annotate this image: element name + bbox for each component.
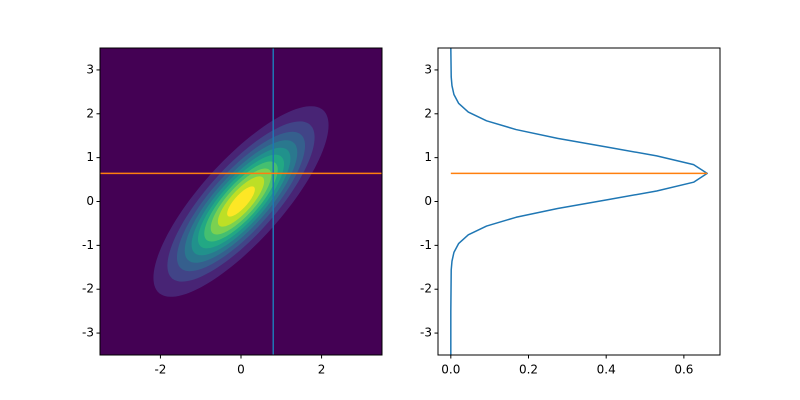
- y-tick-label: 2: [424, 106, 432, 120]
- y-tick-label: -1: [82, 238, 94, 252]
- y-tick-label: 1: [424, 150, 432, 164]
- x-tick-label: 0.0: [441, 363, 460, 377]
- y-tick-label: 2: [86, 106, 94, 120]
- x-tick-label: 2: [318, 363, 326, 377]
- x-tick-label: 0.2: [519, 363, 538, 377]
- y-tick-label: -3: [82, 326, 94, 340]
- contour-band: [227, 186, 255, 217]
- y-tick-label: -2: [420, 282, 432, 296]
- y-tick-label: 0: [424, 194, 432, 208]
- plot-area: [100, 48, 382, 355]
- x-tick-label: 0: [237, 363, 245, 377]
- y-tick-label: -2: [82, 282, 94, 296]
- plot-area: [450, 48, 708, 355]
- y-tick-label: 3: [86, 62, 94, 76]
- x-tick-label: 0.4: [597, 363, 616, 377]
- y-tick-label: 3: [424, 62, 432, 76]
- y-tick-label: 0: [86, 194, 94, 208]
- y-tick-label: -1: [420, 238, 432, 252]
- y-tick-label: 1: [86, 150, 94, 164]
- x-tick-label: 0.6: [674, 363, 693, 377]
- axes-frame: [437, 47, 721, 356]
- density-curve: [450, 48, 708, 355]
- x-tick-label: -2: [154, 363, 166, 377]
- y-tick-label: -3: [420, 326, 432, 340]
